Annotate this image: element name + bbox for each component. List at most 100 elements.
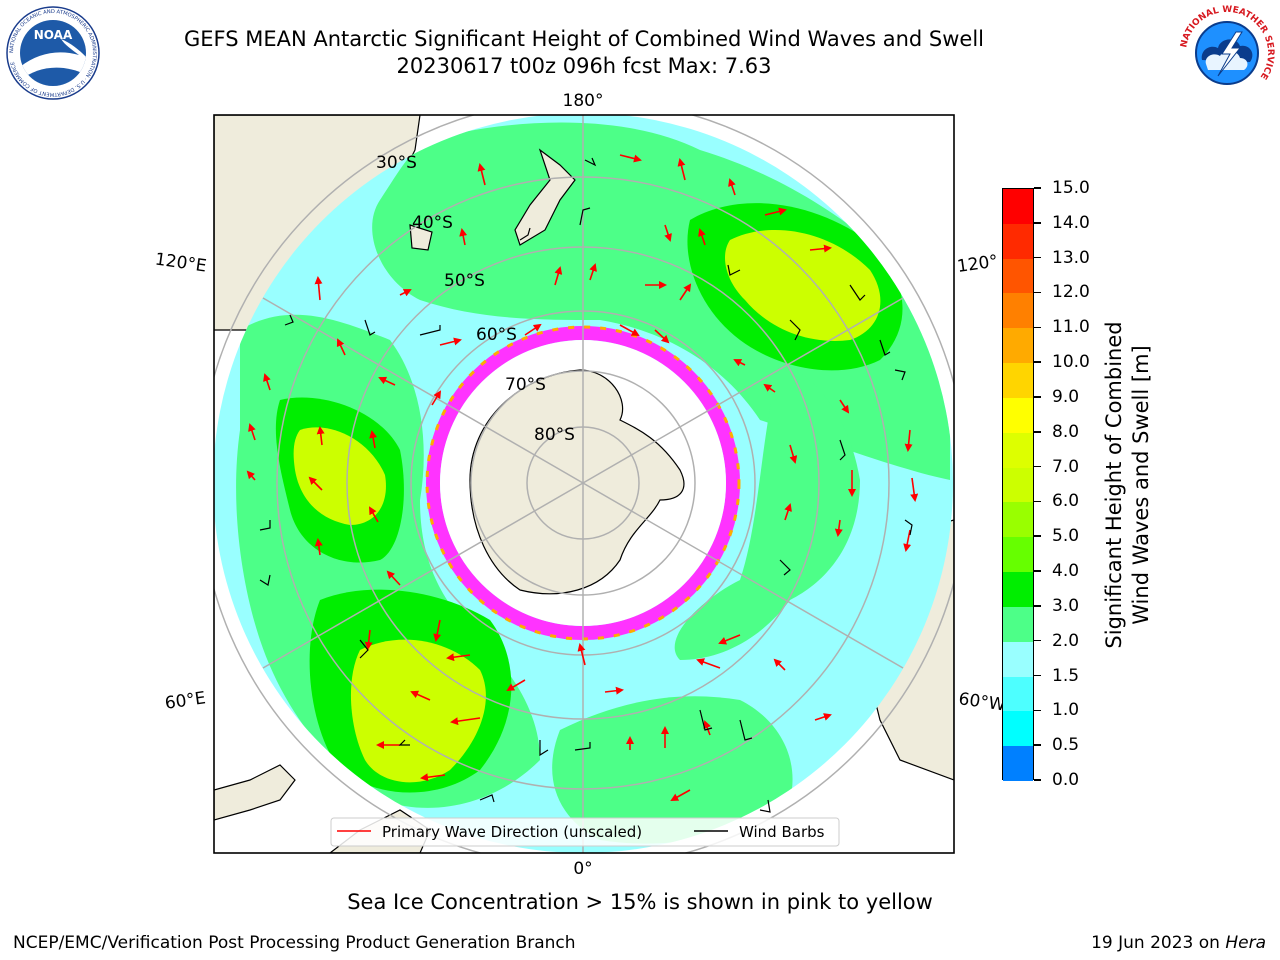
wave-arrow xyxy=(834,519,843,537)
wave-arrow xyxy=(789,444,798,464)
label-120w: 120° xyxy=(956,251,999,277)
noaa-logo-text: NOAA xyxy=(34,28,73,42)
colorbar-tick-label: 0.0 xyxy=(1052,770,1080,790)
wave-field-peak-southwest xyxy=(350,639,486,783)
colorbar-tick-label: 6.0 xyxy=(1052,491,1080,512)
land-new-zealand xyxy=(514,148,576,246)
colorbar-segment xyxy=(1003,467,1033,503)
wave-arrow xyxy=(670,789,691,801)
credit-host: Hera xyxy=(1225,933,1266,953)
wave-arrow xyxy=(316,426,325,446)
wave-arrow xyxy=(378,376,396,386)
legend-wave-label: Primary Wave Direction (unscaled) xyxy=(382,823,642,841)
label-60s: 60°S xyxy=(476,325,517,345)
colorbar-segment xyxy=(1003,432,1033,469)
wind-barb xyxy=(519,227,531,241)
wave-arrow xyxy=(263,373,271,391)
land-africa xyxy=(214,764,296,821)
colorbar-segment xyxy=(1003,746,1033,782)
colorbar-segment xyxy=(1003,293,1033,329)
colorbar-segment xyxy=(1003,572,1033,608)
colorbar-tick-label: 1.0 xyxy=(1052,700,1080,721)
wind-barb xyxy=(259,520,271,531)
colorbar-tick xyxy=(1034,326,1041,329)
nws-logo: NATIONAL WEATHER SERVICE xyxy=(1179,5,1275,100)
wave-arrow xyxy=(703,720,711,736)
chart-title: GEFS MEAN Antarctic Significant Height o… xyxy=(0,26,1168,80)
wave-arrow xyxy=(773,658,786,671)
wave-arrow xyxy=(477,163,486,186)
colorbar-segment xyxy=(1003,537,1033,573)
wave-arrow xyxy=(246,470,256,481)
colorbar-tick-label: 11.0 xyxy=(1052,317,1090,338)
map-legend: Primary Wave Direction (unscaled) Wind B… xyxy=(330,817,840,847)
wave-arrow xyxy=(728,178,736,196)
colorbar-segment xyxy=(1003,223,1033,260)
wave-arrow xyxy=(654,329,670,344)
wave-field-peak-northeast xyxy=(725,230,881,341)
wave-arrow xyxy=(506,679,526,692)
wave-arrow xyxy=(589,263,597,281)
wave-arrow xyxy=(433,619,442,642)
colorbar-tick xyxy=(1034,431,1041,433)
colorbar-segment xyxy=(1003,258,1033,294)
wave-arrow xyxy=(604,686,624,695)
colorbar-segment xyxy=(1003,397,1033,434)
label-120e: 120°E xyxy=(154,250,208,277)
land-tasmania xyxy=(409,224,433,251)
colorbar-segment xyxy=(1003,711,1033,747)
wave-arrow xyxy=(439,337,462,346)
wave-arrow xyxy=(450,717,481,726)
wave-arrow xyxy=(314,276,323,301)
colorbar-tick-label: 4.0 xyxy=(1052,561,1080,582)
wave-arrow xyxy=(698,228,706,246)
wave-arrow xyxy=(431,390,442,406)
colorbar-tick xyxy=(1034,605,1041,607)
colorbar-tick xyxy=(1034,570,1041,572)
wave-arrow xyxy=(399,289,412,297)
colorbar-tick-label: 13.0 xyxy=(1052,247,1090,268)
wind-barb xyxy=(479,794,495,803)
wave-arrow xyxy=(839,399,850,414)
wave-arrow xyxy=(459,228,468,246)
colorbar-tick xyxy=(1034,674,1041,677)
wave-arrow xyxy=(314,538,323,556)
wave-arrow xyxy=(248,423,256,441)
wind-barb xyxy=(849,284,866,301)
wind-barb xyxy=(699,709,713,731)
meridian-120e xyxy=(262,297,584,484)
colorbar-tick xyxy=(1034,222,1041,224)
wind-barb xyxy=(359,639,369,659)
title-line-1: GEFS MEAN Antarctic Significant Height o… xyxy=(183,27,985,51)
label-30s: 30°S xyxy=(376,153,417,173)
sea-ice-note: Sea Ice Concentration > 15% is shown in … xyxy=(347,890,933,914)
wind-barb xyxy=(539,740,549,757)
colorbar-tick xyxy=(1034,291,1041,294)
wave-arrow xyxy=(814,713,832,721)
label-40s: 40°S xyxy=(412,213,453,233)
colorbar-segment xyxy=(1003,328,1033,364)
colorbar-tick-label: 9.0 xyxy=(1052,386,1080,407)
meridian-120w xyxy=(582,297,904,484)
wind-barb xyxy=(259,574,271,586)
colorbar-tick xyxy=(1034,779,1041,781)
colorbar-title-line-2: Wind Waves and Swell [m] xyxy=(1129,345,1153,625)
colorbar-tick-label: 10.0 xyxy=(1052,352,1090,373)
credit-date-text: 19 Jun 2023 on xyxy=(1091,933,1226,953)
wave-arrow xyxy=(420,773,446,782)
wave-arrow xyxy=(763,383,776,393)
colorbar-tick-label: 0.5 xyxy=(1052,735,1080,756)
wave-arrows xyxy=(246,154,919,801)
wind-barb xyxy=(727,264,741,276)
colorbar-tick-label: 12.0 xyxy=(1052,282,1090,303)
wave-arrow xyxy=(764,207,787,216)
wave-arrow xyxy=(664,224,672,242)
wave-arrow xyxy=(619,154,642,163)
wave-arrow xyxy=(369,506,379,523)
credit-date: 19 Jun 2023 on Hera xyxy=(1091,933,1266,953)
wind-barb xyxy=(574,742,591,751)
colorbar-title-line-1: Significant Height of Combined xyxy=(1102,321,1126,649)
parallel-labels: 30°S 40°S 50°S 60°S 70°S 80°S xyxy=(376,153,575,445)
wave-arrow xyxy=(619,324,640,336)
